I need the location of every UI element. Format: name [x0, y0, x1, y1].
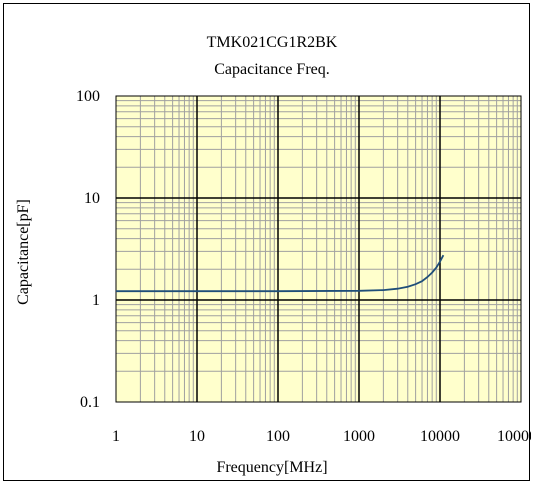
tick-labels: 1 10 100 1000 10000 100000 100 10 1 0.1 — [76, 88, 531, 445]
y-axis-label: Capacitance[pF] — [15, 199, 32, 305]
x-tick-label: 10000 — [420, 428, 460, 445]
x-tick-label: 1 — [112, 428, 120, 445]
chart-subtitle: Capacitance Freq. — [214, 61, 330, 78]
plot-border — [115, 95, 522, 403]
capacitance-frequency-chart: 1 10 100 1000 10000 100000 100 10 1 0.1 TMK021CG1… — [15, 34, 531, 476]
plot-area — [116, 96, 521, 402]
chart-frame: 1 10 100 1000 10000 100000 100 10 1 0.1 TMK021CG1… — [3, 3, 531, 481]
major-grid — [116, 96, 521, 402]
minor-grid — [116, 96, 521, 402]
x-tick-label: 100 — [266, 428, 290, 445]
y-tick-label: 10 — [84, 190, 100, 207]
x-tick-label: 1000 — [343, 428, 375, 445]
y-tick-label: 100 — [76, 88, 100, 105]
y-tick-label: 0.1 — [80, 394, 100, 411]
x-tick-label: 10 — [189, 428, 205, 445]
x-axis-label: Frequency[MHz] — [216, 459, 327, 476]
series-marks — [116, 254, 445, 293]
capacitance-series-line — [116, 254, 445, 293]
x-tick-label: 100000 — [497, 428, 531, 445]
chart-title: TMK021CG1R2BK — [207, 34, 338, 51]
y-tick-label: 1 — [92, 292, 100, 309]
